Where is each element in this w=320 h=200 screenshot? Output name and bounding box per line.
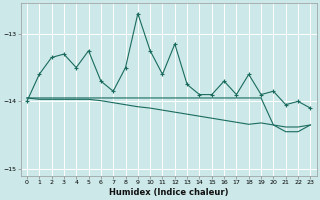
X-axis label: Humidex (Indice chaleur): Humidex (Indice chaleur)	[109, 188, 228, 197]
